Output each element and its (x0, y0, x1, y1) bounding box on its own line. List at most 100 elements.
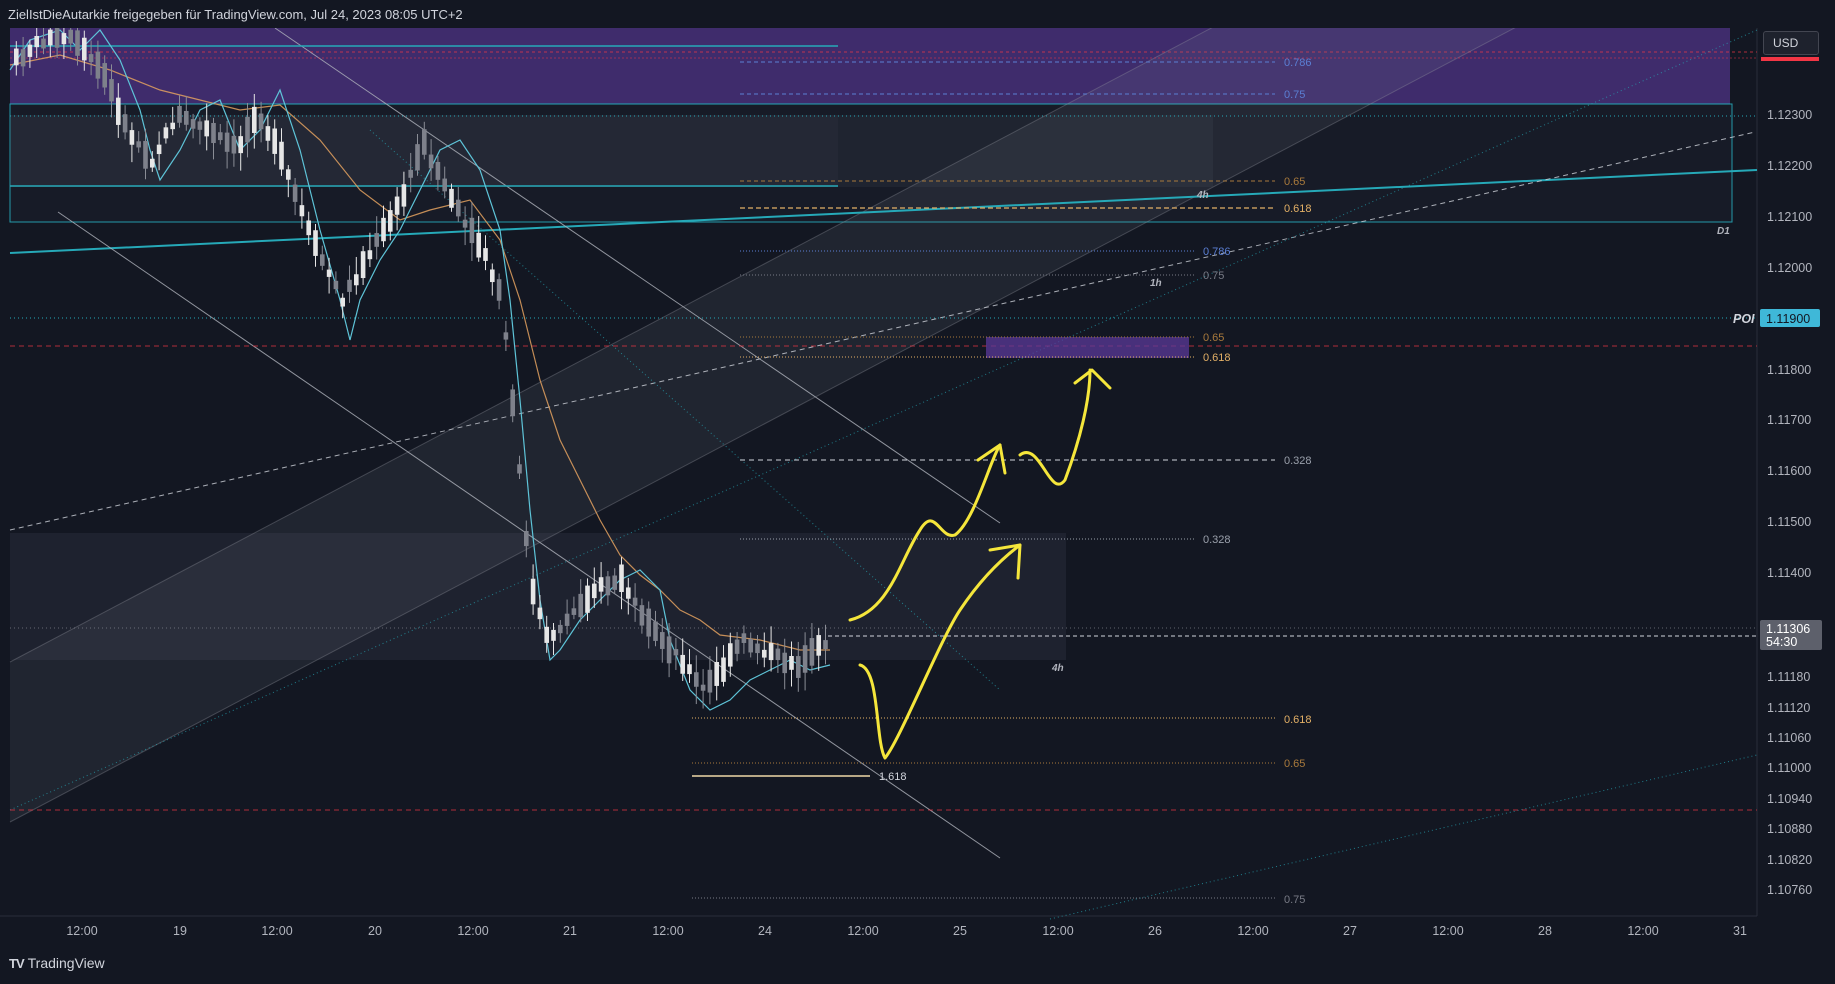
timeframe-tag: D1 (1717, 226, 1730, 237)
price-axis-label: 1.12200 (1767, 159, 1812, 173)
price-axis-label: 1.11060 (1767, 731, 1811, 745)
candle-body (54, 26, 60, 48)
teal-dotted-trendline-lower (1049, 754, 1758, 920)
candle-body (150, 158, 155, 168)
candle-body (700, 684, 706, 691)
candle-body (796, 656, 801, 678)
candle-body (170, 122, 175, 130)
descending-line-upper[interactable] (274, 27, 1001, 524)
price-axis-label: 1.11700 (1767, 413, 1811, 427)
candle-body (95, 51, 101, 79)
candle-body (75, 30, 80, 56)
candle-body (204, 120, 209, 137)
candle-body (306, 220, 311, 236)
price-axis-label: 1.11600 (1767, 464, 1811, 478)
h4-zone-box-bottom[interactable] (10, 533, 1066, 660)
candle-body (374, 233, 379, 247)
last-price: 1.11306 (1766, 622, 1810, 636)
candle-body (129, 130, 135, 145)
dashed-trendline[interactable] (9, 131, 1756, 531)
fibonacci-levels[interactable] (692, 61, 1275, 899)
candle-body (265, 126, 271, 141)
candle-body (823, 640, 828, 650)
poi-tag: POI (1733, 312, 1755, 326)
candle-body (721, 657, 726, 682)
fib-label: 0.618 (1284, 714, 1312, 726)
ascending-channel[interactable] (10, 0, 1757, 822)
supply-zone[interactable] (10, 28, 1730, 104)
candle-body (816, 635, 821, 656)
time-axis-label: 19 (173, 924, 187, 938)
time-axis-label: 12:00 (847, 924, 878, 938)
candle-body (571, 608, 577, 615)
candle-body (224, 132, 230, 152)
candle-body (190, 119, 196, 129)
time-axis-label: 28 (1538, 924, 1552, 938)
poi-price: 1.11900 (1766, 312, 1810, 326)
arrow-head-3 (988, 543, 1022, 580)
projection-path-lower (858, 543, 1022, 760)
teal-trendline[interactable] (9, 169, 1758, 254)
candle-body (435, 161, 441, 180)
candle-body (326, 269, 332, 277)
price-axis-label: 1.10820 (1767, 853, 1812, 867)
candle-body (490, 269, 495, 283)
price-axis-label: 1.11500 (1767, 515, 1811, 529)
candle-body (775, 648, 781, 661)
candle-body (184, 110, 189, 125)
candle-body (469, 217, 475, 244)
price-axis-label: 1.10880 (1767, 822, 1812, 836)
candle-body (503, 332, 509, 340)
candle-body (27, 44, 33, 57)
chart-header: ZielIstDieAutarkie freigegeben für Tradi… (0, 0, 1835, 28)
candle-body (163, 127, 169, 139)
candle-body (299, 205, 305, 217)
candle-body (789, 656, 794, 670)
candle-body (707, 669, 713, 693)
poi-zone[interactable] (986, 337, 1189, 358)
time-axis-label: 12:00 (652, 924, 683, 938)
moving-average-teal (9, 29, 831, 711)
channel-lower-line (9, 0, 1569, 823)
timeframe-tag: 4h (1051, 663, 1064, 674)
candle-body (517, 464, 522, 474)
candle-body (415, 144, 420, 171)
price-axis[interactable]: 1.12300 1.12200 1.12100 1.12000 1.11800 1.117… (1767, 108, 1812, 897)
candlesticks[interactable] (14, 9, 828, 709)
candle-body (354, 274, 359, 286)
candle-body (279, 141, 284, 170)
candle-body (687, 664, 692, 675)
candle-body (14, 48, 19, 66)
tradingview-brand[interactable]: TV TradingView (9, 955, 105, 971)
currency-selector[interactable]: USD (1763, 31, 1819, 55)
footer (0, 950, 1835, 979)
candle-body (748, 638, 753, 653)
candle-body (646, 608, 651, 637)
candle-body (20, 49, 26, 67)
price-axis-label: 1.11800 (1767, 363, 1811, 377)
candle-body (666, 636, 672, 664)
projection-arrows[interactable] (848, 368, 1112, 760)
price-axis-label: 1.11400 (1767, 566, 1811, 580)
descending-line-lower[interactable] (57, 211, 1001, 859)
candle-body (537, 607, 543, 620)
candle-body (292, 184, 298, 202)
arrow-head-1 (976, 443, 1007, 475)
candle-body (333, 280, 339, 290)
candle-body (734, 639, 740, 654)
time-axis-label: 27 (1343, 924, 1357, 938)
candle-body (218, 132, 223, 141)
candle-body (768, 643, 774, 661)
candle-body (116, 97, 121, 125)
candle-body (680, 654, 685, 674)
teal-dotted-trendline-upper (9, 29, 1758, 811)
time-axis[interactable]: 12:00 19 12:00 20 12:00 21 12:00 24 12:00 25 12:00… (66, 924, 1747, 938)
price-axis-label: 1.10760 (1767, 883, 1812, 897)
timeframe-tag: 4h (1196, 190, 1209, 201)
candle-body (197, 121, 203, 130)
price-axis-label: 1.12300 (1767, 108, 1812, 122)
red-price-marker (1761, 57, 1819, 61)
candle-body (762, 649, 767, 658)
